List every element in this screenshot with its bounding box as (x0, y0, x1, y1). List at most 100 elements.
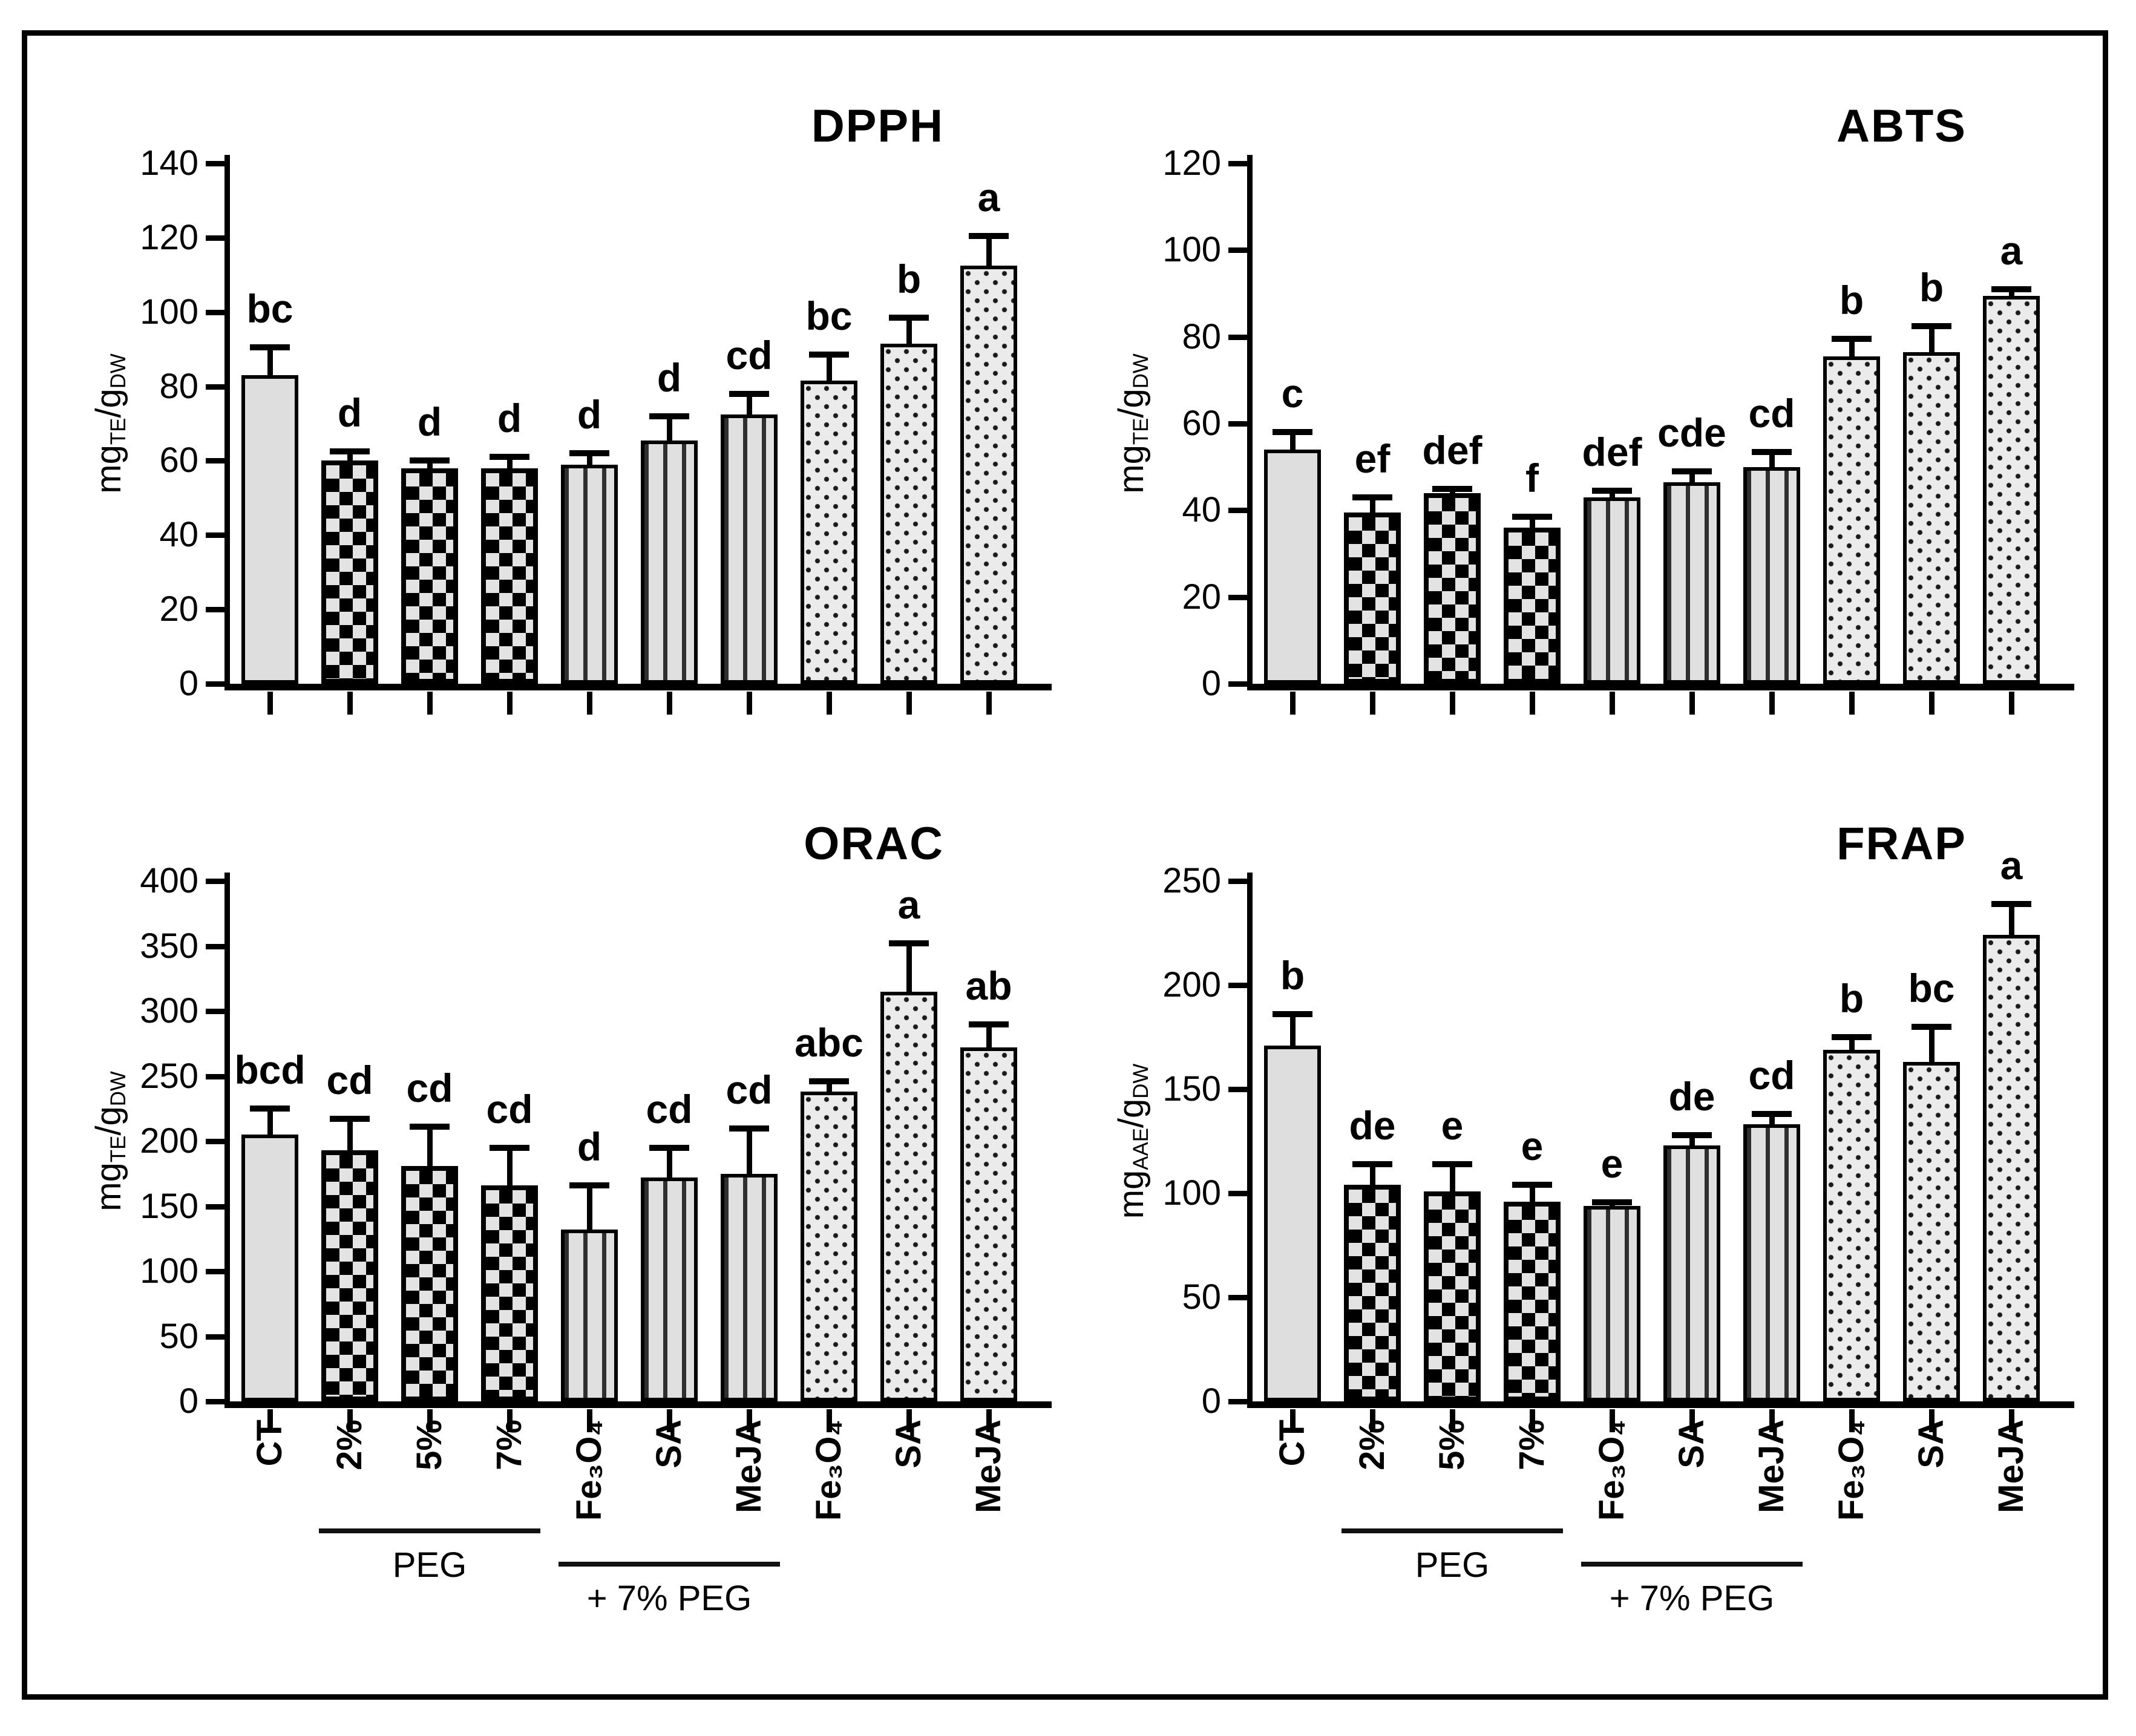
significance-letter: de (1349, 1102, 1396, 1148)
error-bar-cap (410, 1124, 450, 1130)
significance-letter: d (337, 390, 362, 436)
error-bar-cap (1432, 1161, 1472, 1167)
bar (721, 414, 778, 684)
error-bar-cap (1352, 494, 1392, 500)
x-tick (347, 692, 353, 715)
y-axis (224, 155, 230, 690)
y-tick (206, 943, 224, 949)
y-tick (206, 458, 224, 464)
significance-letter: b (896, 256, 922, 301)
x-tick (1929, 1409, 1935, 1432)
error-bar-cap (969, 1021, 1009, 1027)
error-bar-stem (1450, 488, 1455, 496)
x-tick (267, 1409, 273, 1432)
y-tick-label: 250 (140, 1056, 198, 1096)
y-axis-label-text: /g (89, 388, 128, 418)
x-tick (1769, 1409, 1775, 1432)
y-axis-label: mgTE/gDW (87, 869, 131, 1413)
x-tick (507, 1409, 513, 1432)
y-tick-label: 120 (140, 217, 198, 257)
y-axis-label-text: mg (1112, 445, 1151, 494)
y-tick (206, 879, 224, 884)
y-tick (1228, 247, 1247, 254)
error-bar-cap (1672, 1132, 1712, 1138)
x-tick (587, 1409, 592, 1432)
error-bar-cap (490, 454, 529, 460)
error-bar-cap (1512, 514, 1552, 520)
x-tick (1689, 692, 1695, 715)
error-bar-cap (1432, 485, 1472, 492)
y-tick (1228, 508, 1247, 514)
y-axis (1247, 873, 1253, 1408)
bar (321, 460, 378, 684)
error-bar-stem (2009, 289, 2014, 298)
error-bar-cap (729, 390, 769, 397)
bar (1903, 352, 1960, 684)
y-tick-label: 40 (1182, 490, 1221, 530)
bar (801, 381, 857, 684)
error-bar-cap (1832, 1034, 1872, 1040)
error-bar-stem (1290, 432, 1296, 452)
x-tick (1450, 692, 1455, 715)
y-axis-label: mgAAE/gDW (1110, 869, 1153, 1413)
chart-dpph: DPPH 0 20 40 60 80 100 120 140 mgTE/gDW bc d d d d d cd… (36, 42, 1053, 760)
y-tick-label: 100 (1162, 1173, 1221, 1213)
error-bar-stem (1610, 491, 1615, 500)
y-tick-label: 50 (1182, 1277, 1221, 1317)
y-tick (1228, 334, 1247, 340)
x-category-label: SA (1912, 1420, 1951, 1469)
y-tick (1228, 1295, 1247, 1300)
y-tick (206, 384, 224, 390)
x-axis (1247, 1401, 2074, 1408)
chart-orac: ORAC 0 50 100 150 200 250 300 350 400 mgTE/gDW bcd… (36, 760, 1053, 1702)
significance-letter: de (1668, 1073, 1715, 1119)
group-line (559, 1562, 780, 1567)
error-bar-stem (427, 1127, 433, 1168)
bar (1743, 467, 1800, 684)
x-tick (1450, 1409, 1455, 1432)
error-bar-cap (330, 1116, 370, 1122)
bar (1584, 497, 1640, 684)
error-bar-stem (1849, 1037, 1855, 1052)
chart-title-dpph: DPPH (811, 100, 944, 152)
bar (481, 468, 538, 684)
error-bar-cap (889, 314, 929, 321)
significance-letter: b (1919, 264, 1944, 310)
y-tick (1228, 594, 1247, 600)
x-tick (906, 1409, 912, 1432)
error-bar-cap (1672, 468, 1712, 474)
x-tick (667, 1409, 672, 1432)
bar (1823, 1049, 1880, 1401)
y-tick-label: 100 (1162, 230, 1221, 270)
y-tick-label: 60 (159, 441, 198, 480)
bar (1344, 1185, 1401, 1401)
y-tick-label: 250 (1162, 861, 1221, 900)
error-bar-cap (569, 1182, 609, 1189)
y-tick-label: 400 (140, 861, 198, 900)
y-axis-label-text: mg (89, 1162, 128, 1211)
error-bar-stem (1689, 471, 1695, 485)
error-bar-stem (587, 453, 592, 467)
significance-letter: d (577, 1124, 602, 1170)
y-axis-label-text: /g (1112, 1098, 1151, 1128)
chart-title-abts: ABTS (1836, 100, 1967, 152)
error-bar-cap (1273, 429, 1312, 436)
error-bar-stem (347, 1119, 353, 1153)
y-axis-label-text: /g (1112, 388, 1151, 418)
error-bar-cap (1991, 900, 2031, 907)
x-tick (1769, 692, 1775, 715)
chart-title-frap: FRAP (1836, 818, 1967, 870)
y-tick-label: 150 (140, 1186, 198, 1226)
x-tick (2009, 692, 2014, 715)
x-tick (747, 692, 752, 715)
bar (801, 1092, 857, 1401)
error-bar-cap (649, 1144, 689, 1151)
y-tick-label: 350 (140, 926, 198, 966)
y-axis-label-subscript: DW (106, 1071, 130, 1107)
error-bar-stem (986, 235, 992, 268)
x-category-label: SA (1672, 1420, 1711, 1469)
error-bar-cap (250, 1105, 290, 1112)
error-bar-stem (1290, 1014, 1296, 1048)
error-bar-stem (267, 1109, 273, 1138)
significance-letter: cd (326, 1058, 373, 1103)
